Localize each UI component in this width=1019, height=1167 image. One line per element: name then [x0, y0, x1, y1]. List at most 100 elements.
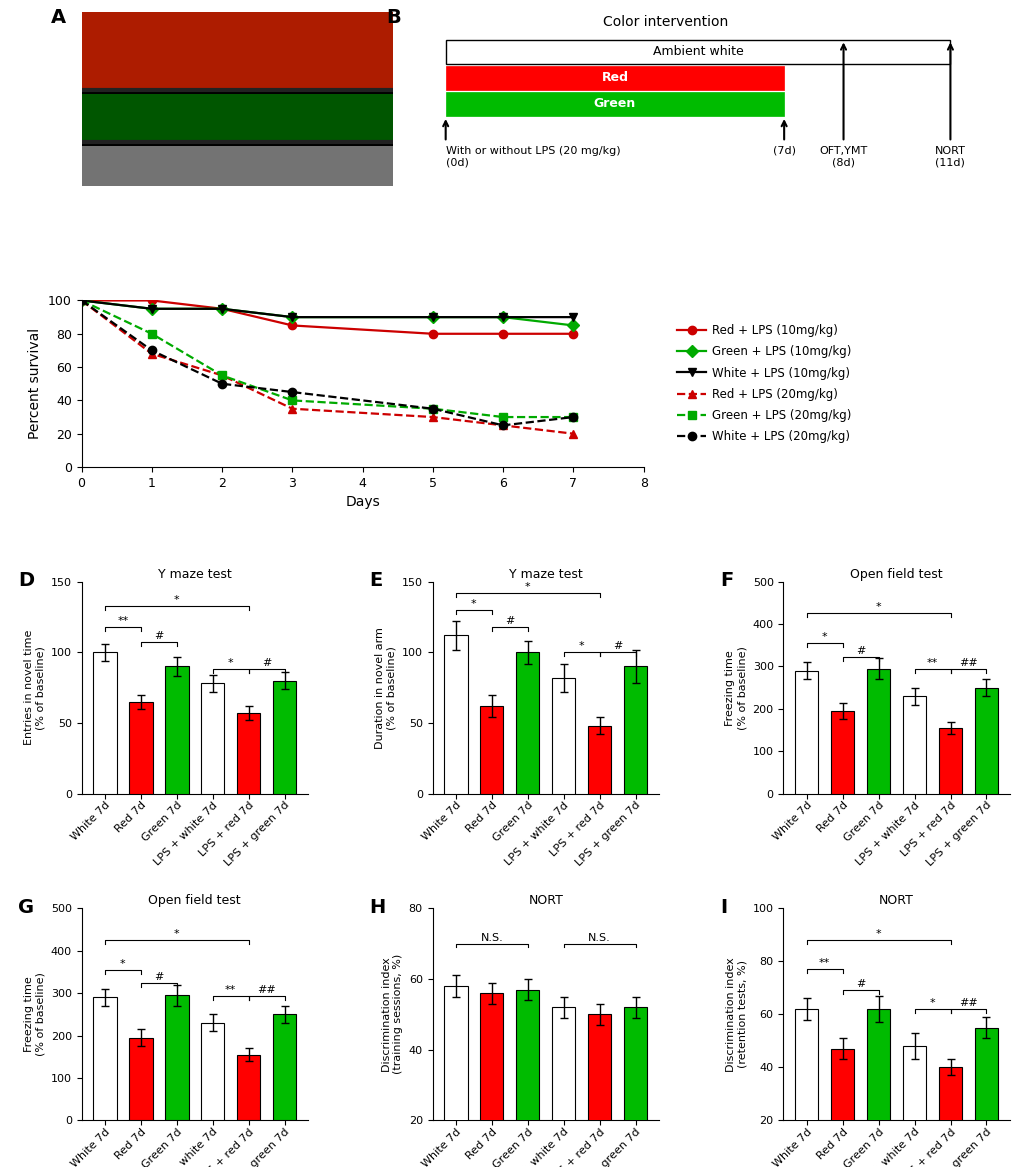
Text: B: B [386, 8, 400, 27]
Bar [794, 671, 817, 794]
Title: Y maze test: Y maze test [158, 567, 231, 580]
Bar [236, 713, 260, 794]
Title: NORT: NORT [528, 894, 562, 907]
Bar [516, 652, 539, 794]
Green + LPS (10mg/kg) [146, 302, 158, 316]
Red + LPS (10mg/kg) [567, 327, 579, 341]
Line: White + LPS (20mg/kg): White + LPS (20mg/kg) [77, 296, 577, 429]
Text: *: * [525, 582, 530, 592]
Line: Green + LPS (20mg/kg): Green + LPS (20mg/kg) [77, 296, 577, 421]
Green + LPS (10mg/kg) [216, 302, 228, 316]
Bar [974, 1028, 998, 1167]
Red + LPS (10mg/kg) [75, 293, 88, 307]
Bar [902, 697, 925, 794]
Title: Open field test: Open field test [850, 567, 942, 580]
Bar [794, 1009, 817, 1167]
Text: *: * [120, 958, 125, 969]
Bar [937, 728, 961, 794]
Y-axis label: Discrimination index
(training sessions, %): Discrimination index (training sessions,… [381, 955, 403, 1075]
Bar [516, 990, 539, 1167]
Text: #: # [154, 972, 163, 983]
Green + LPS (20mg/kg) [286, 393, 299, 407]
Text: #: # [154, 631, 163, 642]
Y-axis label: Entries in novel time
(% of baseline): Entries in novel time (% of baseline) [23, 630, 45, 746]
Y-axis label: Discrimination index
(retention tests, %): Discrimination index (retention tests, %… [725, 957, 746, 1071]
Line: Green + LPS (10mg/kg): Green + LPS (10mg/kg) [77, 296, 577, 329]
Title: Open field test: Open field test [149, 894, 240, 907]
Title: Y maze test: Y maze test [508, 567, 582, 580]
Text: #: # [262, 658, 271, 669]
Bar [445, 40, 950, 64]
Bar [201, 1022, 224, 1120]
Text: Ambient white: Ambient white [652, 46, 743, 58]
Bar [273, 680, 297, 794]
Bar [129, 701, 153, 794]
Text: NORT
(11d): NORT (11d) [934, 146, 965, 167]
Legend: Red + LPS (10mg/kg), Green + LPS (10mg/kg), White + LPS (10mg/kg), Red + LPS (20: Red + LPS (10mg/kg), Green + LPS (10mg/k… [672, 320, 856, 448]
Bar [201, 684, 224, 794]
Text: OFT,YMT
(8d): OFT,YMT (8d) [818, 146, 867, 167]
Y-axis label: Freezing time
(% of baseline): Freezing time (% of baseline) [725, 645, 746, 729]
Bar [129, 1037, 153, 1120]
Text: *: * [174, 929, 179, 939]
Green + LPS (10mg/kg) [286, 310, 299, 324]
Text: *: * [174, 594, 179, 605]
White + LPS (20mg/kg) [286, 385, 299, 399]
Text: *: * [928, 998, 934, 1008]
Bar [866, 669, 890, 794]
Line: Red + LPS (10mg/kg): Red + LPS (10mg/kg) [77, 296, 577, 338]
Y-axis label: Duration in novel arm
(% of baseline): Duration in novel arm (% of baseline) [374, 627, 395, 748]
Bar [587, 1014, 610, 1167]
Green + LPS (10mg/kg) [75, 293, 88, 307]
White + LPS (10mg/kg) [146, 302, 158, 316]
Bar [165, 666, 189, 794]
Green + LPS (20mg/kg) [567, 410, 579, 424]
Bar [82, 12, 393, 90]
Text: *: * [875, 602, 880, 613]
Bar [443, 986, 467, 1167]
Text: **: ** [818, 958, 829, 969]
White + LPS (10mg/kg) [426, 310, 438, 324]
Text: *: * [875, 929, 880, 939]
Bar [937, 1068, 961, 1167]
Red + LPS (10mg/kg) [216, 302, 228, 316]
White + LPS (20mg/kg) [426, 401, 438, 415]
Bar [93, 998, 116, 1120]
Text: (7d): (7d) [772, 146, 795, 155]
Red + LPS (20mg/kg) [567, 427, 579, 441]
Text: #: # [504, 616, 514, 626]
White + LPS (10mg/kg) [567, 310, 579, 324]
White + LPS (20mg/kg) [567, 410, 579, 424]
Red + LPS (20mg/kg) [426, 410, 438, 424]
Text: Red: Red [601, 71, 628, 84]
Red + LPS (20mg/kg) [75, 293, 88, 307]
Text: *: * [578, 641, 584, 651]
White + LPS (20mg/kg) [216, 377, 228, 391]
Text: *: * [471, 599, 476, 609]
Text: With or without LPS (20 mg/kg)
(0d): With or without LPS (20 mg/kg) (0d) [445, 146, 620, 167]
Text: G: G [18, 897, 35, 917]
White + LPS (20mg/kg) [75, 293, 88, 307]
Bar [830, 1049, 854, 1167]
Bar [93, 652, 116, 794]
Text: #: # [855, 645, 864, 656]
Bar [624, 666, 647, 794]
Text: ##: ## [958, 998, 977, 1008]
Line: White + LPS (10mg/kg): White + LPS (10mg/kg) [77, 296, 577, 321]
Bar [82, 146, 393, 186]
Text: A: A [50, 8, 65, 27]
Bar [551, 678, 575, 794]
White + LPS (20mg/kg) [496, 419, 508, 433]
Bar [82, 93, 393, 142]
Text: #: # [612, 641, 622, 651]
Bar [445, 65, 784, 90]
Bar [165, 995, 189, 1120]
Red + LPS (20mg/kg) [146, 347, 158, 361]
Red + LPS (20mg/kg) [286, 401, 299, 415]
Green + LPS (20mg/kg) [75, 293, 88, 307]
White + LPS (20mg/kg) [146, 343, 158, 357]
White + LPS (10mg/kg) [75, 293, 88, 307]
Red + LPS (10mg/kg) [426, 327, 438, 341]
Bar [273, 1014, 297, 1120]
Text: Green: Green [593, 98, 636, 111]
